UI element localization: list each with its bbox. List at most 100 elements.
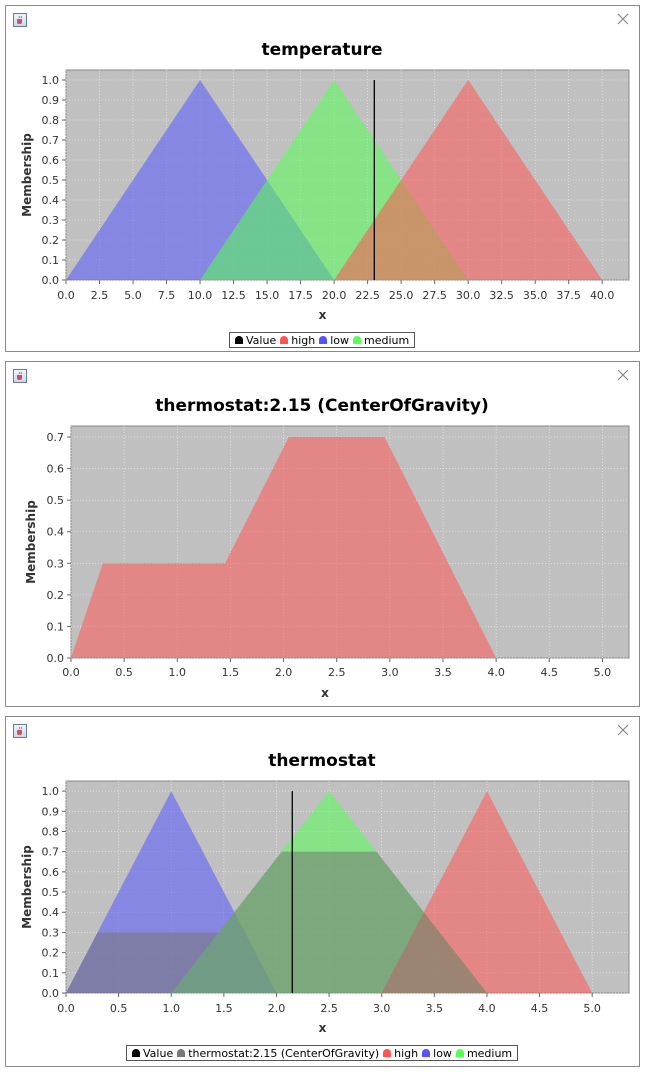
chart-window-thermostat: thermostat 0.0 0.5 1.0 1.5 2.0 2.5 3.0 3.5 4.0 4.5… — [5, 716, 640, 1067]
series-area-thermostat-2-15-centerofgravity — [71, 437, 497, 658]
legend-swatch — [132, 1049, 140, 1057]
legend-swatch — [455, 1049, 464, 1057]
legend-item: Value — [235, 334, 276, 347]
y-tick-label: 0.4 — [47, 526, 65, 539]
x-tick-label: 4.0 — [478, 1002, 496, 1015]
y-tick-label: 0.0 — [47, 652, 65, 665]
legend-item: high — [280, 334, 315, 347]
legend-label: Value — [246, 333, 277, 347]
x-tick-label: 40.0 — [590, 289, 615, 302]
y-tick-label: 0.5 — [42, 886, 60, 899]
x-tick-label: 2.5 — [328, 666, 346, 679]
legend-swatch — [280, 336, 289, 344]
legend-swatch — [422, 1049, 431, 1057]
y-tick-label: 1.0 — [42, 74, 60, 87]
y-tick-label: 0.7 — [42, 134, 60, 147]
y-axis-label: Membership — [24, 500, 38, 584]
x-tick-label: 1.5 — [215, 1002, 233, 1015]
legend-swatch — [353, 336, 361, 344]
legend-label: medium — [364, 333, 410, 347]
x-tick-label: 0.5 — [115, 666, 133, 679]
thermostat-chart: thermostat 0.0 0.5 1.0 1.5 2.0 2.5 3.0 3.5 4.0 4.5… — [20, 751, 630, 1035]
x-tick-label: 1.5 — [222, 666, 240, 679]
x-tick-label: 3.0 — [373, 1002, 391, 1015]
java-cup-icon[interactable] — [13, 369, 27, 383]
x-tick-label: 1.0 — [162, 1002, 180, 1015]
y-tick-label: 0.6 — [42, 866, 60, 879]
y-tick-label: 0.7 — [47, 431, 65, 444]
chart-legend: Value high low medium — [229, 332, 416, 348]
x-tick-label: 2.5 — [91, 289, 109, 302]
x-tick-label: 5.0 — [124, 289, 142, 302]
y-tick-label: 0.2 — [42, 234, 60, 247]
x-tick-label: 35.0 — [523, 289, 548, 302]
y-tick-label: 0.8 — [42, 114, 60, 127]
y-tick-label: 0.0 — [42, 987, 60, 1000]
series-area-thermostat-2-15-centerofgravity — [66, 851, 487, 993]
legend-label: medium — [466, 1046, 513, 1060]
legend-label: low — [433, 1046, 452, 1060]
y-tick-label: 0.9 — [42, 805, 60, 818]
y-tick-label: 0.6 — [42, 154, 60, 167]
x-tick-label: 27.5 — [422, 289, 447, 302]
x-tick-label: 30.0 — [456, 289, 481, 302]
x-tick-label: 3.5 — [426, 1002, 444, 1015]
x-tick-label: 5.0 — [583, 1002, 601, 1015]
y-tick-label: 1.0 — [42, 785, 60, 798]
y-tick-label: 0.4 — [42, 906, 60, 919]
y-axis-label: Membership — [20, 133, 34, 217]
x-axis-label: x — [319, 308, 327, 322]
x-tick-label: 32.5 — [489, 289, 514, 302]
legend-swatch — [383, 1049, 392, 1057]
x-tick-label: 3.5 — [434, 666, 452, 679]
y-tick-label: 0.4 — [42, 194, 60, 207]
thermostat-defuzzified-chart: thermostat:2.15 (CenterOfGravity) 0.0 0.5 1… — [24, 396, 630, 700]
x-tick-label: 2.0 — [275, 666, 293, 679]
legend-swatch — [235, 336, 243, 344]
x-tick-label: 1.0 — [169, 666, 187, 679]
legend-item: low — [319, 334, 349, 347]
x-tick-label: 4.0 — [487, 666, 505, 679]
close-icon[interactable] — [617, 13, 629, 25]
x-tick-label: 0.0 — [57, 289, 75, 302]
x-tick-label: 4.5 — [531, 1002, 549, 1015]
java-cup-icon[interactable] — [13, 724, 27, 738]
x-tick-label: 7.5 — [158, 289, 176, 302]
legend-label: high — [291, 333, 316, 347]
y-tick-label: 0.3 — [42, 214, 60, 227]
y-tick-label: 0.5 — [42, 174, 60, 187]
x-tick-label: 0.5 — [110, 1002, 128, 1015]
close-icon[interactable] — [617, 724, 629, 736]
x-tick-label: 2.0 — [268, 1002, 286, 1015]
y-tick-label: 0.0 — [42, 274, 60, 287]
x-tick-label: 17.5 — [288, 289, 313, 302]
y-tick-label: 0.1 — [47, 620, 65, 633]
legend-label: low — [330, 333, 349, 347]
x-tick-label: 22.5 — [355, 289, 380, 302]
chart-title: thermostat:2.15 (CenterOfGravity) — [155, 396, 489, 416]
legend-item: thermostat:2.15 (CenterOfGravity) — [177, 1047, 379, 1060]
chart-window-thermostat-defuzzified: thermostat:2.15 (CenterOfGravity) 0.0 0.5 1… — [5, 361, 640, 707]
legend-label: thermostat:2.15 (CenterOfGravity) — [188, 1046, 380, 1060]
y-axis-label: Membership — [20, 845, 34, 929]
chart-title: temperature — [261, 40, 382, 60]
close-icon[interactable] — [617, 369, 629, 381]
y-tick-label: 0.3 — [42, 926, 60, 939]
chart-title: thermostat — [268, 751, 375, 771]
x-tick-label: 2.5 — [320, 1002, 338, 1015]
legend-item: Value — [132, 1047, 173, 1060]
x-tick-label: 3.0 — [381, 666, 399, 679]
x-tick-label: 10.0 — [188, 289, 213, 302]
x-tick-label: 20.0 — [322, 289, 347, 302]
temperature-chart: temperature 0.0 2.5 5.0 7.5 10.0 12.5 15.0 17.5 2… — [20, 40, 630, 322]
y-tick-label: 0.3 — [47, 557, 65, 570]
y-tick-label: 0.2 — [42, 947, 60, 960]
java-cup-icon[interactable] — [13, 13, 27, 27]
y-tick-label: 0.7 — [42, 846, 60, 859]
x-tick-label: 15.0 — [255, 289, 280, 302]
legend-item: medium — [455, 1046, 513, 1060]
x-tick-label: 12.5 — [221, 289, 246, 302]
y-tick-label: 0.2 — [47, 589, 65, 602]
x-tick-label: 0.0 — [62, 666, 80, 679]
y-tick-label: 0.9 — [42, 94, 60, 107]
